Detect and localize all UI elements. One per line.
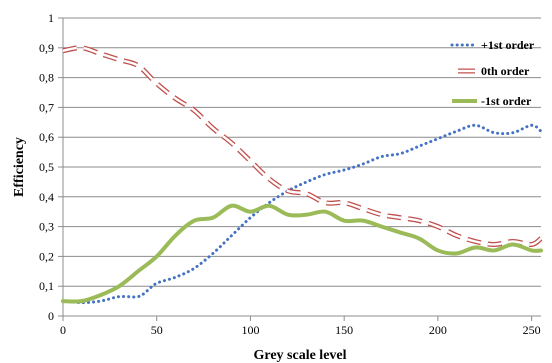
y-tick-label: 0,1 <box>39 279 54 293</box>
legend: +1st order 0th order -1st order <box>450 38 535 108</box>
axes <box>58 17 541 321</box>
x-tick-label: 150 <box>335 323 353 337</box>
y-tick-label: 0,8 <box>39 71 54 85</box>
series-line-1st-order <box>61 203 543 304</box>
series-lines <box>61 45 543 305</box>
x-tick-label: 100 <box>241 323 259 337</box>
tick-labels: 0 0,1 0,2 0,3 0,4 0,5 0,6 0,7 0,8 0,9 1 0 50 100 150 20… <box>39 11 541 337</box>
x-tick-label: 50 <box>151 323 163 337</box>
y-tick-label: 0,2 <box>39 249 54 263</box>
x-tick-label: 200 <box>429 323 447 337</box>
y-tick-label: 0 <box>48 309 54 323</box>
gridlines <box>63 17 541 287</box>
legend-label-1st-order: -1st order <box>481 94 532 108</box>
y-tick-label: 0,6 <box>39 130 54 144</box>
y-tick-label: 0,9 <box>39 41 54 55</box>
y-tick-label: 0,4 <box>39 190 54 204</box>
y-tick-label: 0,7 <box>39 100 54 114</box>
legend-label-0th-order: 0th order <box>481 64 530 78</box>
series-line-1st-order <box>61 123 543 305</box>
y-tick-label: 0,5 <box>39 160 54 174</box>
y-tick-label: 1 <box>48 11 54 25</box>
x-axis-title: Grey scale level <box>253 348 346 363</box>
y-axis-title: Efficiency <box>12 137 27 197</box>
x-tick-label: 250 <box>523 323 541 337</box>
series-line-0th-order <box>62 46 542 246</box>
x-tick-label: 0 <box>60 323 66 337</box>
legend-label-1st-order: +1st order <box>481 38 535 52</box>
y-tick-label: 0,3 <box>39 220 54 234</box>
